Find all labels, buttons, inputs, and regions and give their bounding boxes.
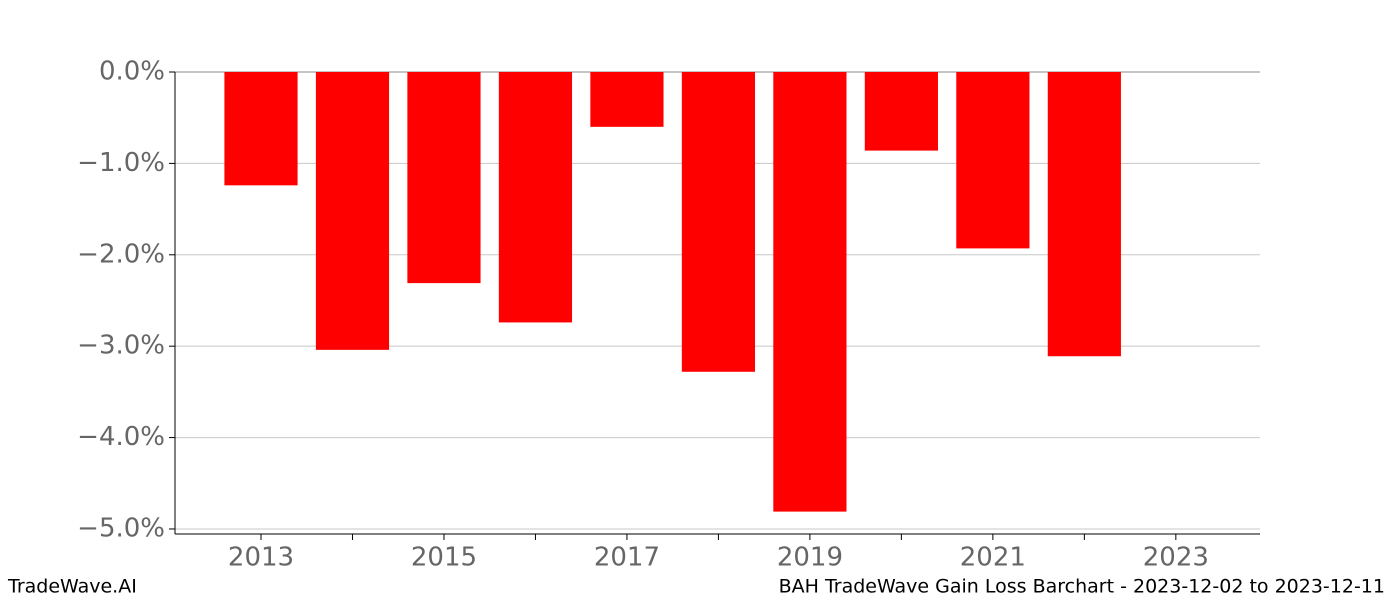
chart-title: BAH TradeWave Gain Loss Barchart - 2023-…: [779, 576, 1385, 598]
y-tick-label: −3.0%: [77, 331, 165, 361]
x-tick-label: 2015: [411, 543, 477, 573]
y-tick-label: −4.0%: [77, 422, 165, 452]
x-tick-label: 2023: [1143, 543, 1209, 573]
y-tick-label: 0.0%: [99, 57, 165, 87]
y-tick-label: −5.0%: [77, 513, 165, 543]
bar: [224, 72, 298, 186]
bar: [407, 72, 481, 284]
bar: [315, 72, 390, 350]
x-tick-label: 2021: [960, 543, 1026, 573]
x-tick-label: 2017: [594, 543, 660, 573]
bar: [498, 72, 573, 323]
bar: [956, 72, 1030, 249]
bar: [773, 72, 847, 512]
bar: [1047, 72, 1121, 357]
x-tick-label: 2013: [228, 543, 294, 573]
bar: [864, 72, 938, 151]
bar: [590, 72, 664, 127]
y-tick-label: −2.0%: [77, 239, 165, 269]
bar: [681, 72, 756, 372]
y-tick-label: −1.0%: [77, 148, 165, 178]
x-tick-label: 2019: [777, 543, 843, 573]
source-label: TradeWave.AI: [7, 576, 137, 598]
